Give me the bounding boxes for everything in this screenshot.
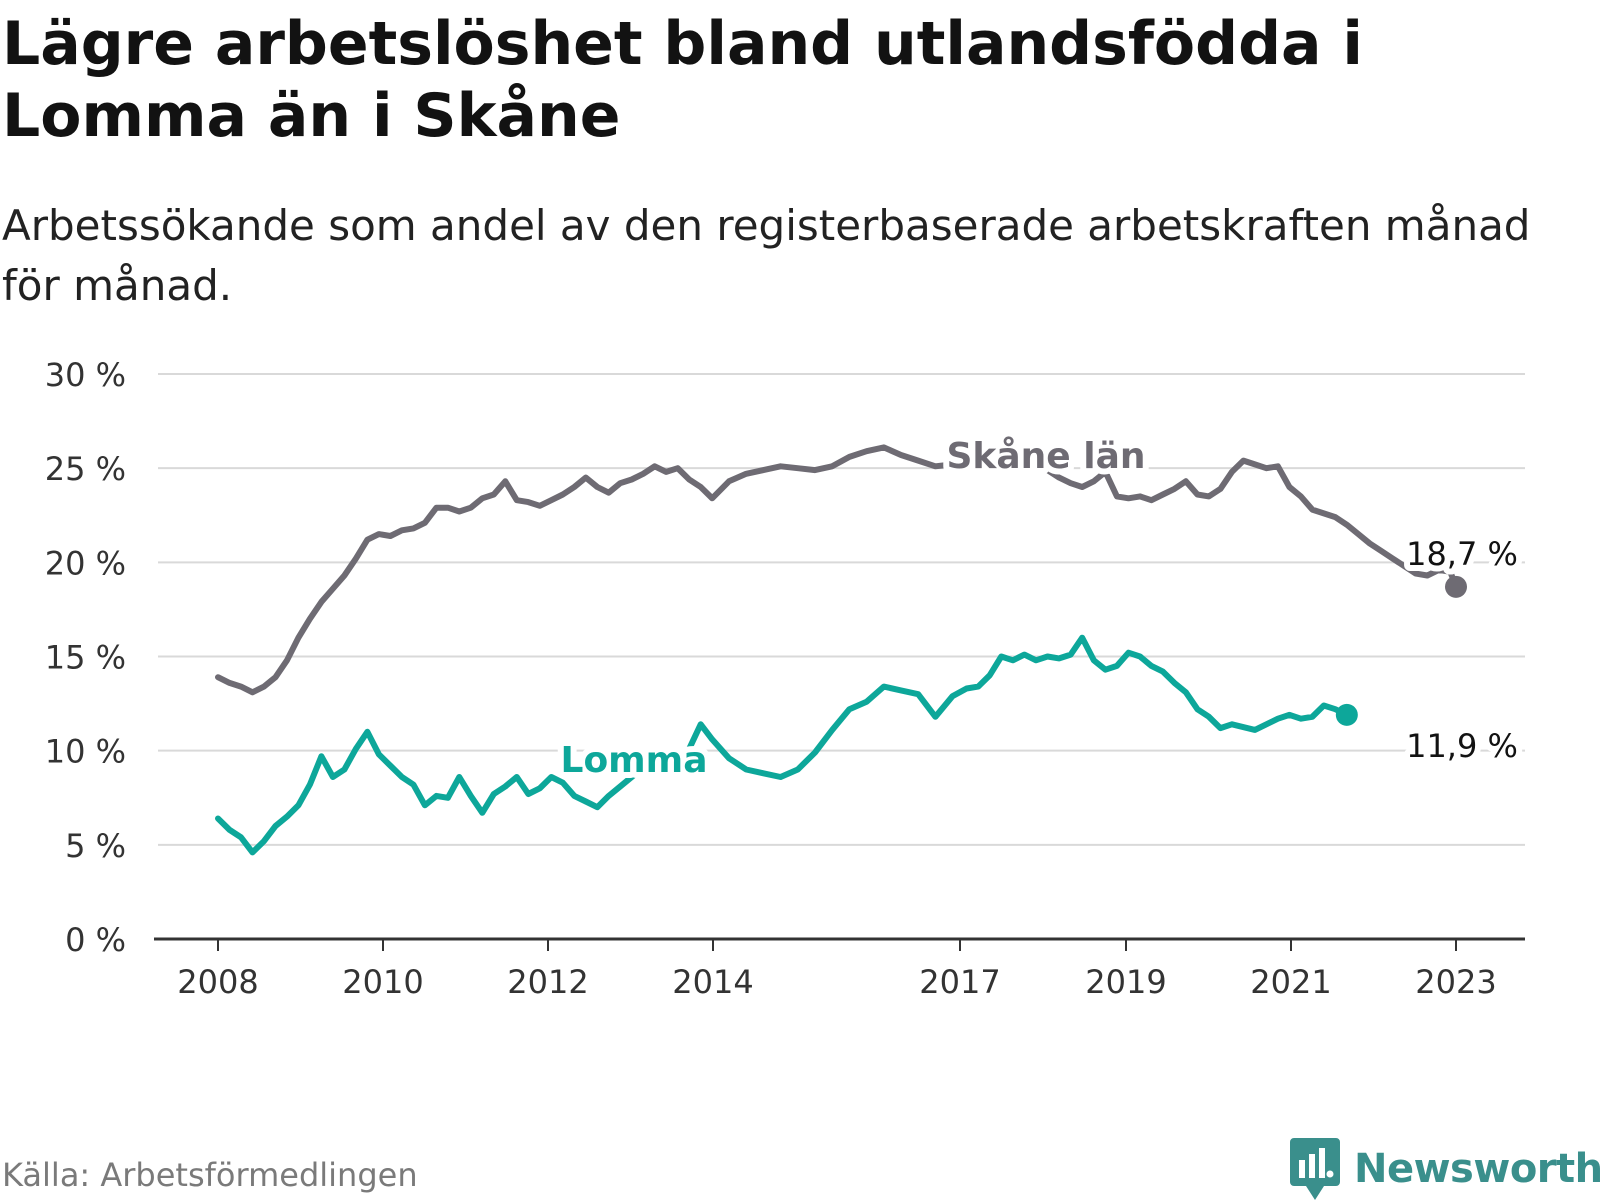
x-tick-label: 2010 [342, 963, 423, 1001]
grid-lines [158, 373, 1525, 846]
x-tick-label: 2019 [1085, 963, 1166, 1001]
svg-text:11,9 %: 11,9 % [1406, 727, 1518, 765]
y-tick-label: 25 % [45, 450, 126, 488]
x-axis: 2008 2010 2012 2014 2017 2019 2021 2023 [154, 937, 1525, 1001]
svg-text:Lomma: Lomma [561, 740, 708, 781]
y-axis: 0 % 5 % 10 % 15 % 20 % 25 % 30 % [45, 356, 126, 959]
newsworthy-logo-icon [1290, 1138, 1340, 1200]
end-value-lomma: 11,9 % [1406, 727, 1518, 765]
series-label-lomma: Lomma [561, 740, 708, 781]
x-tick-label: 2014 [672, 963, 753, 1001]
x-tick-label: 2017 [919, 963, 1000, 1001]
skane-lan-line [215, 444, 1459, 696]
chart-subtitle: Arbetssökande som andel av den registerb… [2, 201, 1531, 310]
x-tick-label: 2008 [177, 963, 258, 1001]
source-note: Källa: Arbetsförmedlingen [2, 1156, 418, 1194]
skane-lan-end-point [1445, 575, 1467, 598]
x-tick-label: 2023 [1415, 963, 1496, 1001]
line-chart: 0 %5 %10 %15 %20 %25 %30 % 2008 2010 2012 2… [45, 356, 1525, 1001]
brand-logo: Newsworthy [1290, 1138, 1600, 1200]
brand-name: Newsworthy [1354, 1146, 1600, 1192]
y-tick-label: 15 % [45, 639, 126, 677]
svg-text:Skåne län: Skåne län [946, 436, 1145, 477]
lomma-end-point [1335, 703, 1358, 726]
series-label-skane-lan: Skåne län [946, 436, 1145, 477]
x-tick-label: 2012 [507, 963, 588, 1001]
x-tick-label: 2021 [1250, 963, 1331, 1001]
series-lines [215, 444, 1467, 856]
chart-title: Lägre arbetslöshet bland utlandsfödda i … [2, 9, 1363, 151]
y-tick-label: 10 % [45, 733, 126, 771]
y-tick-label: 30 % [45, 356, 126, 394]
svg-text:18,7 %: 18,7 % [1406, 535, 1518, 573]
y-tick-label: 0 % [65, 921, 126, 959]
end-value-skane-lan: 18,7 % [1406, 535, 1518, 573]
y-tick-label: 5 % [65, 827, 126, 865]
y-tick-label: 20 % [45, 544, 126, 582]
lomma-line [215, 634, 1350, 856]
